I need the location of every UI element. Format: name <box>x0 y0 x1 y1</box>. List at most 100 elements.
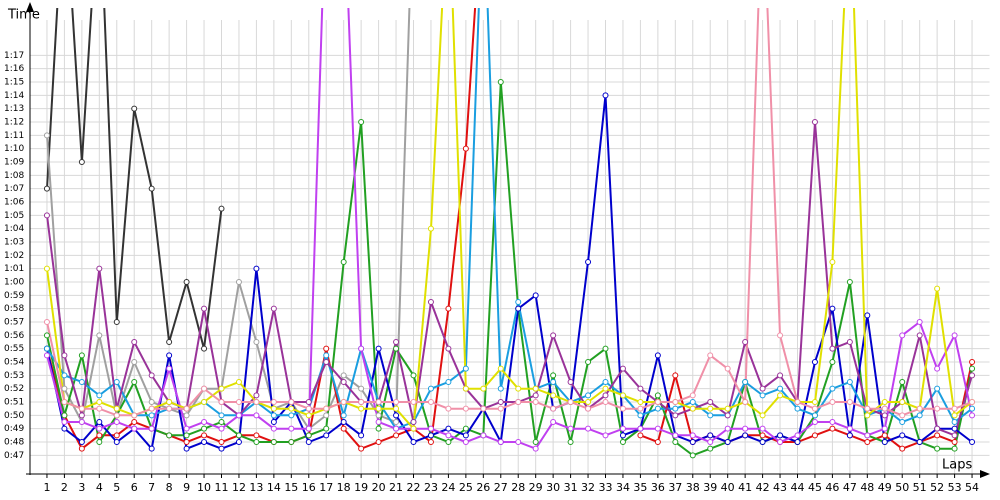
data-point <box>672 372 679 379</box>
data-point <box>742 425 749 432</box>
data-point <box>759 392 766 399</box>
x-tick-label: 37 <box>668 481 682 494</box>
data-point <box>672 405 679 412</box>
data-point <box>532 292 539 299</box>
data-point <box>602 92 609 99</box>
data-point <box>183 279 190 285</box>
data-point <box>602 385 609 392</box>
data-point <box>550 372 557 379</box>
data-point <box>201 385 208 392</box>
data-point <box>585 392 592 399</box>
data-point <box>253 265 260 272</box>
data-point <box>305 412 312 419</box>
data-point <box>253 412 260 419</box>
data-point <box>148 185 155 192</box>
data-point <box>323 405 330 412</box>
data-point <box>358 345 365 352</box>
data-point <box>881 425 888 432</box>
y-axis-arrow <box>26 2 34 12</box>
x-tick-label: 29 <box>529 481 543 494</box>
data-point <box>829 399 836 405</box>
data-point <box>96 399 103 405</box>
data-point <box>637 425 644 432</box>
data-point <box>288 405 295 412</box>
data-point <box>235 439 242 445</box>
data-point <box>61 425 68 432</box>
data-point <box>393 425 400 432</box>
data-point <box>899 432 906 439</box>
data-point <box>602 345 609 352</box>
data-point <box>113 419 120 425</box>
data-point <box>777 385 784 392</box>
data-point <box>288 425 295 432</box>
y-tick-label: 0:47 <box>4 451 24 461</box>
data-point <box>305 425 312 432</box>
x-tick-label: 7 <box>148 481 155 494</box>
data-point <box>864 439 871 445</box>
data-point <box>61 385 68 392</box>
y-tick-label: 1:11 <box>4 131 24 141</box>
data-point <box>201 439 208 445</box>
data-point <box>340 399 347 405</box>
data-point <box>497 399 504 405</box>
y-tick-label: 0:54 <box>4 358 24 368</box>
data-point <box>462 432 469 439</box>
data-point <box>672 439 679 445</box>
data-point <box>829 425 836 432</box>
data-point <box>166 339 173 345</box>
data-point <box>131 105 138 112</box>
data-point <box>969 412 976 419</box>
data-point <box>235 432 242 439</box>
data-point <box>235 399 242 405</box>
data-point <box>410 399 417 405</box>
y-tick-label: 1:04 <box>4 224 24 234</box>
plot-area <box>43 8 976 459</box>
data-point <box>270 405 277 412</box>
data-point <box>148 425 155 432</box>
data-point <box>78 405 85 412</box>
data-point <box>829 419 836 425</box>
data-point <box>619 392 626 399</box>
data-point <box>689 452 696 459</box>
data-point <box>497 365 504 372</box>
y-tick-label: 0:55 <box>4 344 24 354</box>
y-axis-title: Time <box>7 8 40 23</box>
data-point <box>113 405 120 412</box>
data-point <box>201 399 208 405</box>
data-point <box>235 379 242 385</box>
data-point <box>829 259 836 265</box>
data-point <box>707 399 714 405</box>
data-point <box>218 439 225 445</box>
data-point <box>602 392 609 399</box>
x-tick-label: 49 <box>878 481 892 494</box>
data-point <box>270 412 277 419</box>
data-point <box>131 359 138 365</box>
x-tick-label: 46 <box>825 481 839 494</box>
data-point <box>707 412 714 419</box>
data-point <box>846 425 853 432</box>
data-point <box>777 332 784 339</box>
data-point <box>96 392 103 399</box>
data-point <box>253 399 260 405</box>
data-point <box>969 399 976 405</box>
data-point <box>253 392 260 399</box>
data-point <box>916 439 923 445</box>
y-tick-label: 0:50 <box>4 411 24 421</box>
data-point <box>358 445 365 452</box>
data-point <box>916 332 923 339</box>
x-tick-label: 41 <box>738 481 752 494</box>
data-point <box>148 412 155 419</box>
data-point <box>567 425 574 432</box>
data-point <box>43 332 50 339</box>
data-point <box>829 305 836 312</box>
data-point <box>532 392 539 399</box>
data-point <box>148 405 155 412</box>
data-point <box>637 399 644 405</box>
data-point <box>96 332 103 339</box>
data-point <box>183 445 190 452</box>
data-point <box>113 432 120 439</box>
data-point <box>253 432 260 439</box>
data-point <box>846 399 853 405</box>
data-point <box>602 379 609 385</box>
data-point <box>201 345 208 352</box>
